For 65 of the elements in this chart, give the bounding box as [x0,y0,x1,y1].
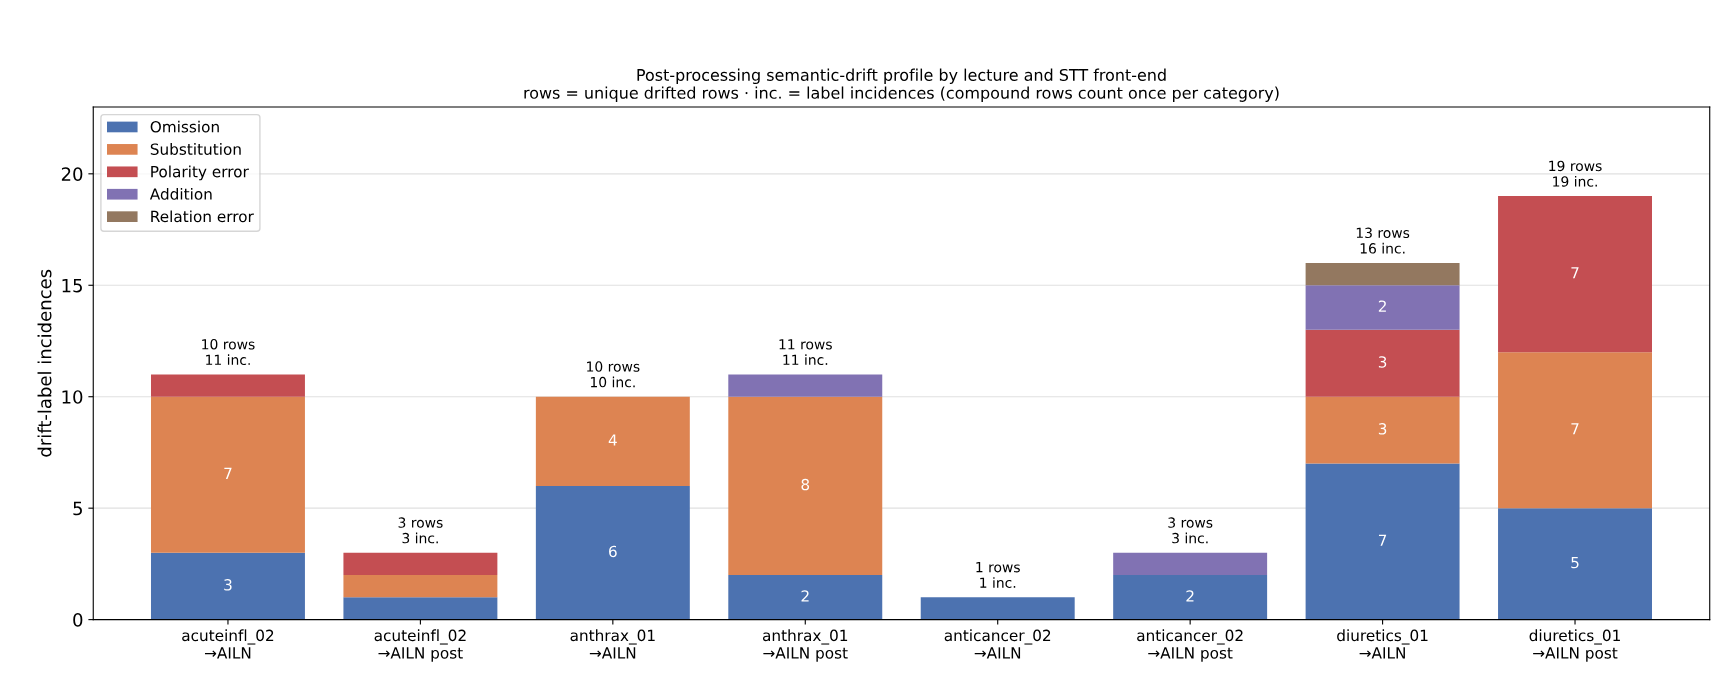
y-tick-label: 15 [62,278,82,293]
y-tick-label: 10 [62,390,83,404]
x-tick-label: anthrax_01 →AILN [570,629,655,659]
bar [1113,575,1268,620]
data-label: 7 [1571,267,1579,279]
bar [535,396,690,486]
x-tick-label: diuretics_01 →AILN post [1529,629,1620,662]
bar [150,374,305,397]
data-label: 5 [1571,556,1579,569]
bar [343,575,498,598]
legend-label: Addition [149,187,212,200]
y-axis-title: drift-label incidences [37,269,52,457]
data-label: 3 [1378,356,1387,368]
y-tick-label: 5 [73,501,82,516]
data-label: 3 [1378,423,1387,435]
total-label: 11 rows 11 inc. [779,339,832,366]
bar [1113,552,1268,576]
bar [1305,285,1460,330]
y-tick-label: 20 [61,167,83,181]
bar [920,597,1075,620]
bar [535,485,690,620]
bar [150,552,305,620]
y-tick-label: 0 [73,613,83,627]
total-label: 10 rows 11 inc. [202,338,255,366]
legend-label: Polarity error [151,165,249,181]
data-label: 4 [608,434,617,446]
legend-label: Substitution [150,143,241,155]
bar [728,575,883,620]
chart-title: Post-processing semantic-drift profile by lecture and STT front-end [637,68,1166,85]
bar [728,374,883,397]
data-label: 7 [1571,423,1579,435]
total-label: 19 rows 19 inc. [1549,160,1602,187]
chart-subtitle: rows = unique drifted rows · inc. = label incidences (compound rows count once per category) [524,86,1279,102]
data-label: 2 [801,590,809,602]
total-label: 3 rows 3 inc. [398,517,443,544]
data-label: 2 [1378,300,1386,312]
x-tick-label: acuteinfl_02 →AILN post [374,629,466,662]
bar [343,597,498,620]
total-label: 3 rows 3 inc. [1168,517,1213,544]
data-label: 6 [609,545,617,558]
data-label: 3 [224,579,232,591]
x-tick-label: anthrax_01 →AILN post [762,629,848,662]
bar [343,552,498,576]
total-label: 13 rows 16 inc. [1356,227,1410,254]
x-tick-label: acuteinfl_02 →AILN [182,629,274,659]
x-tick-label: diuretics_01 →AILN [1337,629,1428,659]
x-tick-label: anticancer_02 →AILN [944,629,1051,659]
data-label: 7 [1378,534,1387,546]
x-tick-label: anticancer_02 →AILN post [1137,629,1243,662]
bar [1498,508,1652,620]
data-label: 8 [801,478,810,491]
bar [1305,329,1460,397]
bar [150,396,305,553]
data-label: 2 [1186,590,1194,602]
total-label: 10 rows 10 inc. [587,361,640,388]
data-label: 7 [224,467,232,479]
bar [1305,396,1460,464]
bar [728,396,883,576]
legend-label: Relation error [151,210,254,223]
bar [1305,262,1460,286]
bar [1498,196,1652,353]
bar [1498,352,1652,509]
legend-label: Omission [150,120,219,133]
total-label: 1 rows 1 inc. [976,562,1020,588]
bar [1305,463,1460,620]
